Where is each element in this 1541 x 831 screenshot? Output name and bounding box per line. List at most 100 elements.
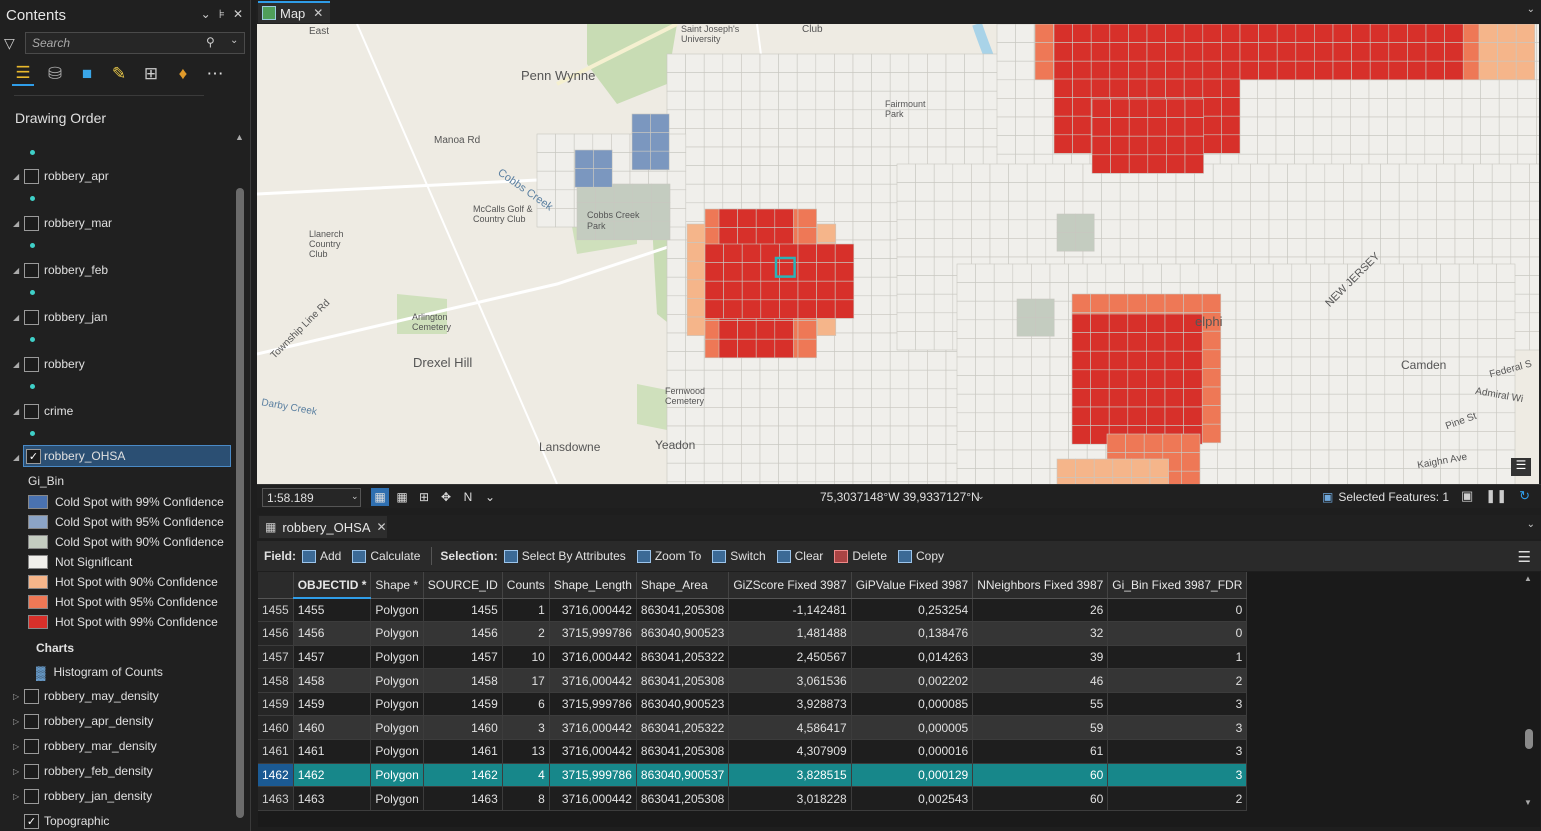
- grid-cell[interactable]: [1398, 200, 1419, 221]
- grid-cell[interactable]: [1093, 458, 1114, 478]
- grid-cell[interactable]: [852, 314, 872, 334]
- grid-cell[interactable]: [1235, 300, 1255, 321]
- grid-cell[interactable]: [1477, 300, 1497, 321]
- grid-cell[interactable]: [1183, 350, 1203, 371]
- grid-cell[interactable]: [685, 165, 705, 185]
- grid-cell[interactable]: [1403, 263, 1423, 283]
- grid-cell[interactable]: [1221, 78, 1241, 98]
- table-cell[interactable]: 60: [972, 763, 1109, 788]
- table-cell[interactable]: 3716,000442: [549, 739, 637, 764]
- grid-cell[interactable]: [852, 407, 872, 427]
- grid-cell[interactable]: [1147, 135, 1167, 156]
- grid-cell[interactable]: [993, 431, 1014, 451]
- grid-cell[interactable]: [741, 109, 761, 129]
- grid-cell[interactable]: [1365, 319, 1386, 339]
- grid-cell[interactable]: [1072, 78, 1092, 98]
- grid-cell[interactable]: [1291, 300, 1311, 321]
- grid-cell[interactable]: [1324, 238, 1344, 258]
- grid-cell[interactable]: [666, 90, 686, 111]
- grid-cell[interactable]: [1405, 98, 1426, 118]
- layer-item[interactable]: ▷ robbery_jan_density: [0, 785, 233, 807]
- table-cell[interactable]: 46: [972, 668, 1109, 693]
- grid-cell[interactable]: [908, 72, 928, 92]
- column-header[interactable]: GiPValue Fixed 3987: [851, 572, 974, 599]
- grid-cell[interactable]: [834, 53, 854, 73]
- grid-cell[interactable]: [1314, 24, 1334, 43]
- grid-cell[interactable]: [1108, 369, 1129, 389]
- grid-cell[interactable]: [1075, 458, 1095, 478]
- grid-cell[interactable]: [1090, 24, 1111, 43]
- grid-cell[interactable]: [871, 239, 891, 259]
- grid-cell[interactable]: [796, 128, 817, 148]
- grid-cell[interactable]: [1071, 425, 1091, 445]
- column-header[interactable]: NNeighbors Fixed 3987: [972, 572, 1109, 599]
- grid-cell[interactable]: [915, 256, 935, 276]
- grid-cell[interactable]: [1398, 182, 1419, 202]
- table-cell[interactable]: 1462: [423, 763, 503, 788]
- grid-cell[interactable]: [1124, 263, 1144, 283]
- grid-cell[interactable]: [797, 320, 817, 340]
- grid-cell[interactable]: [1109, 60, 1129, 81]
- table-row[interactable]: 1455 1455 Polygon 1455 1 3716,000442 863041,20…: [258, 598, 1248, 623]
- grid-cell[interactable]: [1380, 238, 1400, 258]
- grid-cell[interactable]: [1380, 200, 1400, 221]
- grid-cell[interactable]: [1071, 293, 1091, 313]
- grid-cell[interactable]: [703, 109, 724, 129]
- column-header[interactable]: OBJECTID *: [293, 572, 372, 599]
- grid-cell[interactable]: [1221, 115, 1241, 136]
- table-cell[interactable]: 3,018228: [728, 786, 852, 811]
- grid-cell[interactable]: [1405, 135, 1426, 155]
- layer-item[interactable]: ◢ robbery_apr: [0, 165, 233, 187]
- table-cell[interactable]: 4,586417: [728, 715, 852, 741]
- grid-cell[interactable]: [1238, 98, 1258, 118]
- grid-cell[interactable]: [685, 202, 705, 222]
- grid-cell[interactable]: [1053, 42, 1073, 62]
- layer-item[interactable]: ▷ robbery_mar_density: [0, 735, 233, 757]
- grid-cell[interactable]: [975, 282, 995, 302]
- grid-cell[interactable]: [1072, 60, 1092, 81]
- grid-cell[interactable]: [1231, 182, 1251, 202]
- pause-icon[interactable]: ❚❚: [1485, 488, 1508, 503]
- grid-cell[interactable]: [975, 468, 995, 484]
- grid-cell[interactable]: [1221, 42, 1241, 62]
- grid-cell[interactable]: [797, 208, 817, 228]
- grid-cell[interactable]: [1026, 219, 1047, 239]
- table-cell[interactable]: 55: [972, 692, 1109, 717]
- grid-cell[interactable]: [927, 369, 947, 390]
- grid-cell[interactable]: [1312, 135, 1333, 155]
- grid-cell[interactable]: [1510, 182, 1530, 202]
- grid-cell[interactable]: [1491, 182, 1512, 202]
- grid-cell[interactable]: [1053, 60, 1073, 81]
- table-cell[interactable]: 3715,999786: [549, 763, 637, 788]
- grid-cell[interactable]: [666, 481, 686, 484]
- grid-cell[interactable]: [933, 256, 954, 276]
- grid-cell[interactable]: [666, 314, 686, 334]
- table-row[interactable]: 1456 1456 Polygon 1456 2 3715,999786 863040,90…: [258, 621, 1248, 646]
- grid-cell[interactable]: [871, 351, 891, 371]
- grid-cell[interactable]: [956, 282, 976, 302]
- grid-cell[interactable]: [889, 53, 910, 73]
- grid-cell[interactable]: [1388, 60, 1408, 81]
- grid-cell[interactable]: [1436, 182, 1456, 202]
- grid-cell[interactable]: [666, 258, 686, 278]
- chevron-down-icon[interactable]: ⌄: [351, 491, 359, 501]
- north-arrow-icon[interactable]: N: [463, 490, 473, 504]
- grid-cell[interactable]: [718, 208, 738, 228]
- grid-cell[interactable]: [1071, 332, 1091, 352]
- grid-cell[interactable]: [1347, 300, 1367, 321]
- table-cell[interactable]: 1463: [423, 786, 503, 811]
- grid-cell[interactable]: [1491, 200, 1512, 221]
- grid-cell[interactable]: [1403, 431, 1423, 451]
- grid-cell[interactable]: [815, 165, 835, 185]
- grid-cell[interactable]: [1295, 24, 1315, 43]
- grid-cell[interactable]: [1212, 182, 1233, 202]
- table-row[interactable]: 1457 1457 Polygon 1457 10 3716,000442 863041,2…: [258, 645, 1248, 670]
- table-cell[interactable]: Polygon: [370, 668, 424, 693]
- grid-cell[interactable]: [1149, 477, 1169, 484]
- grid-cell[interactable]: [1235, 319, 1255, 339]
- grid-cell[interactable]: [993, 375, 1014, 395]
- grid-cell[interactable]: [816, 299, 836, 319]
- grid-cell[interactable]: [927, 462, 947, 483]
- grid-cell[interactable]: [1166, 98, 1186, 118]
- grid-cell[interactable]: [759, 462, 779, 483]
